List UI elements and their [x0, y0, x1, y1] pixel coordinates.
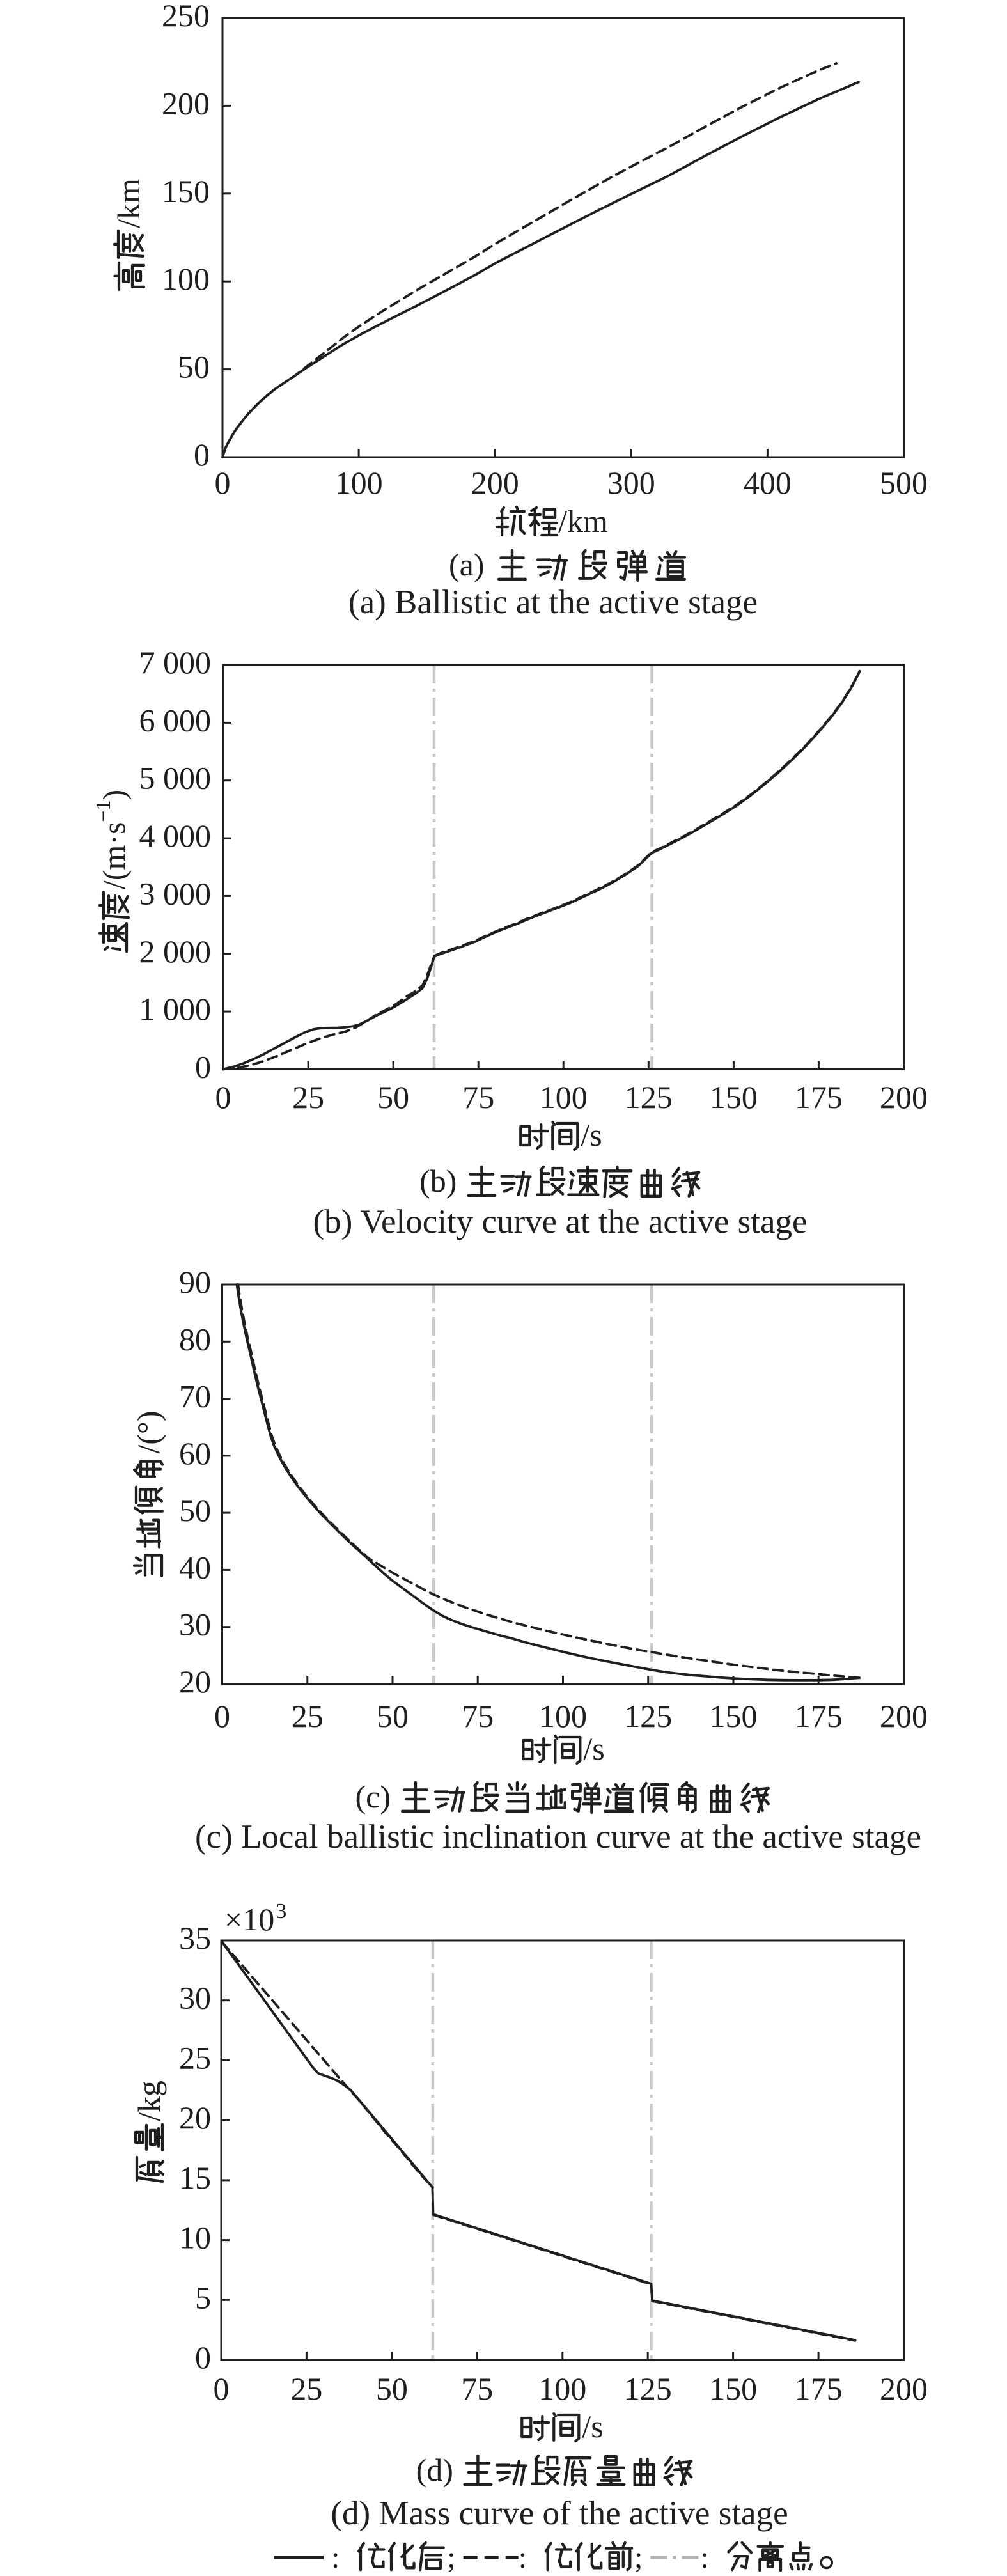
- svg-text:150: 150: [710, 1079, 758, 1115]
- svg-text:70: 70: [179, 1378, 211, 1414]
- svg-text:15: 15: [179, 2160, 211, 2196]
- svg-text:200: 200: [880, 1079, 928, 1115]
- svg-text:;: ;: [634, 2541, 643, 2575]
- svg-text:0: 0: [215, 1079, 231, 1115]
- svg-text::: :: [519, 2541, 527, 2575]
- svg-text:35: 35: [179, 1920, 211, 1956]
- svg-text:20: 20: [179, 2100, 211, 2135]
- svg-text:/km: /km: [558, 503, 608, 539]
- svg-text:−1: −1: [91, 800, 114, 822]
- svg-text:/s: /s: [583, 1731, 604, 1767]
- svg-text:50: 50: [178, 349, 210, 385]
- svg-text:10: 10: [179, 2220, 211, 2256]
- svg-text:125: 125: [625, 1079, 673, 1115]
- svg-text:100: 100: [539, 1698, 587, 1734]
- svg-text:75: 75: [462, 1079, 494, 1115]
- svg-text:300: 300: [607, 465, 655, 501]
- svg-text:6 000: 6 000: [139, 702, 212, 738]
- svg-text:5 000: 5 000: [139, 760, 212, 796]
- svg-text:400: 400: [744, 465, 792, 501]
- svg-text:125: 125: [624, 1698, 672, 1734]
- svg-text:(a) Ballistic at the active st: (a) Ballistic at the active stage: [348, 584, 758, 621]
- svg-text:30: 30: [179, 1980, 211, 2016]
- svg-text:0: 0: [214, 2371, 230, 2407]
- svg-text:0: 0: [215, 465, 231, 501]
- svg-text:50: 50: [376, 2371, 408, 2407]
- svg-text:100: 100: [538, 2371, 586, 2407]
- svg-text:200: 200: [162, 85, 210, 121]
- svg-text:500: 500: [880, 465, 928, 501]
- svg-text:50: 50: [377, 1698, 409, 1734]
- svg-text:5: 5: [195, 2279, 211, 2315]
- svg-text:200: 200: [471, 465, 519, 501]
- svg-text:90: 90: [179, 1264, 211, 1300]
- svg-text:50: 50: [179, 1492, 211, 1528]
- svg-text:3 000: 3 000: [139, 875, 212, 911]
- svg-text:30: 30: [179, 1607, 211, 1643]
- svg-text:75: 75: [461, 2371, 493, 2407]
- svg-text:75: 75: [462, 1698, 494, 1734]
- svg-text::: :: [700, 2541, 708, 2575]
- svg-text:175: 175: [795, 2371, 843, 2407]
- svg-text:/km: /km: [111, 178, 146, 228]
- svg-text:200: 200: [880, 2371, 928, 2407]
- svg-text:25: 25: [179, 2040, 211, 2075]
- svg-text:4 000: 4 000: [139, 818, 212, 854]
- svg-text:25: 25: [292, 1698, 324, 1734]
- svg-text:100: 100: [540, 1079, 588, 1115]
- svg-text:1 000: 1 000: [139, 991, 212, 1027]
- svg-text:80: 80: [179, 1321, 211, 1357]
- svg-text:(d): (d): [416, 2452, 453, 2488]
- svg-text:40: 40: [179, 1549, 211, 1585]
- svg-text:/s: /s: [582, 2408, 603, 2444]
- svg-text:250: 250: [162, 0, 210, 33]
- svg-text:175: 175: [795, 1698, 843, 1734]
- svg-text:125: 125: [624, 2371, 672, 2407]
- svg-text:150: 150: [709, 2371, 757, 2407]
- svg-text:2 000: 2 000: [139, 933, 212, 969]
- svg-text:60: 60: [179, 1435, 211, 1471]
- svg-text:): ): [96, 790, 132, 800]
- svg-text:(b) Velocity curve at the acti: (b) Velocity curve at the active stage: [313, 1203, 807, 1240]
- svg-text:150: 150: [710, 1698, 758, 1734]
- svg-text:50: 50: [377, 1079, 409, 1115]
- svg-text:100: 100: [162, 261, 210, 297]
- svg-text:(d) Mass curve of the active s: (d) Mass curve of the active stage: [331, 2495, 788, 2532]
- svg-text:100: 100: [335, 465, 383, 501]
- svg-text:0: 0: [194, 437, 210, 472]
- svg-text:/s: /s: [581, 1117, 602, 1153]
- svg-text:175: 175: [795, 1079, 843, 1115]
- svg-text:/(°): /(°): [130, 1410, 166, 1453]
- svg-text:(c) Local ballistic inclinatio: (c) Local ballistic inclination curve at…: [195, 1818, 921, 1855]
- svg-text:25: 25: [292, 1079, 324, 1115]
- svg-text:(a): (a): [449, 547, 485, 582]
- svg-text:0: 0: [195, 1049, 211, 1085]
- svg-text:/(m·s: /(m·s: [96, 822, 132, 890]
- svg-text:;: ;: [447, 2541, 455, 2575]
- svg-text:/kg: /kg: [131, 2080, 167, 2121]
- svg-text:200: 200: [880, 1698, 928, 1734]
- svg-text:0: 0: [195, 2339, 211, 2375]
- svg-text:20: 20: [179, 1664, 211, 1699]
- svg-text:3: 3: [276, 1900, 286, 1923]
- svg-text:(b): (b): [419, 1163, 457, 1199]
- svg-text:0: 0: [214, 1698, 230, 1734]
- svg-text::: :: [331, 2541, 340, 2575]
- svg-text:7 000: 7 000: [139, 644, 212, 680]
- svg-text:×10: ×10: [224, 1901, 274, 1937]
- svg-text:150: 150: [162, 173, 210, 209]
- svg-text:25: 25: [290, 2371, 322, 2407]
- svg-text:(c): (c): [355, 1779, 391, 1815]
